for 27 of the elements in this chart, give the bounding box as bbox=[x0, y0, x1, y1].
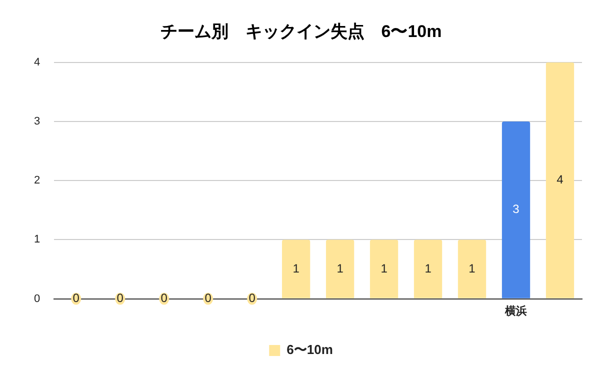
y-tick-label: 1 bbox=[34, 234, 40, 246]
data-label: 3 bbox=[512, 202, 520, 216]
bar bbox=[502, 122, 530, 298]
data-label: 1 bbox=[380, 261, 388, 276]
data-label: 0 bbox=[72, 291, 80, 306]
data-label: 0 bbox=[160, 291, 168, 306]
y-tick-label: 3 bbox=[34, 116, 40, 128]
bar bbox=[282, 240, 310, 298]
data-label: 1 bbox=[292, 261, 300, 276]
bar bbox=[458, 240, 486, 298]
y-tick-label: 4 bbox=[34, 56, 40, 68]
data-label: 1 bbox=[468, 261, 476, 276]
y-tick-label: 2 bbox=[34, 174, 40, 187]
y-tick-label: 0 bbox=[34, 292, 40, 305]
bar bbox=[546, 62, 574, 298]
bar bbox=[326, 240, 354, 298]
bar bbox=[370, 240, 398, 298]
data-label: 1 bbox=[424, 261, 432, 276]
data-label: 0 bbox=[204, 291, 212, 306]
bar bbox=[414, 240, 442, 298]
data-label: 0 bbox=[248, 291, 256, 306]
legend-label: 6〜10m bbox=[286, 342, 333, 358]
x-tick-label: 横浜 bbox=[504, 304, 528, 318]
data-label: 1 bbox=[336, 261, 344, 276]
data-label: 4 bbox=[556, 172, 564, 187]
chart-title: チーム別 キックイン失点 6〜10m bbox=[160, 22, 442, 41]
data-label: 0 bbox=[116, 291, 124, 306]
